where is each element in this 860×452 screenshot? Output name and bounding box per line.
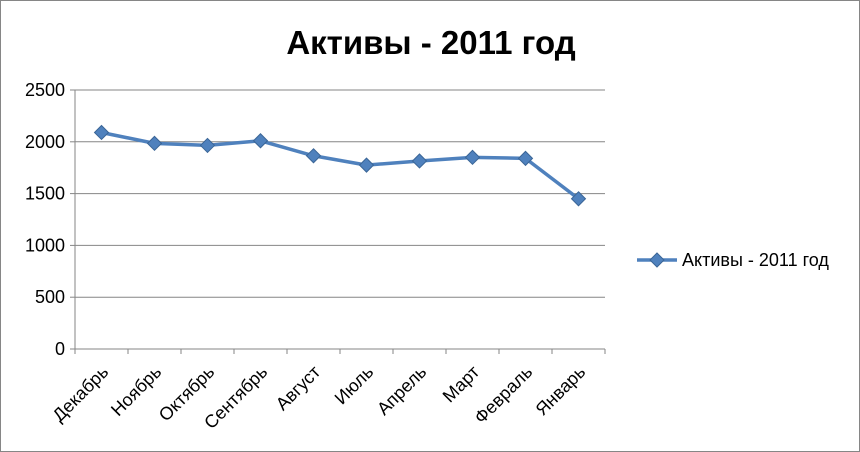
x-tick-label: Март xyxy=(439,362,484,407)
y-tick-label: 2000 xyxy=(25,132,65,152)
series-layer xyxy=(93,124,587,207)
legend-marker xyxy=(649,252,665,268)
chart-title: Активы - 2011 год xyxy=(286,24,575,61)
data-point-marker xyxy=(358,157,375,173)
y-tick-label: 1500 xyxy=(25,184,65,204)
series-line xyxy=(101,130,580,201)
data-point-marker xyxy=(517,150,534,167)
y-tick-label: 1000 xyxy=(25,235,65,255)
x-tick-label: Январь xyxy=(532,362,590,420)
axes xyxy=(70,89,606,354)
y-tick-label: 500 xyxy=(35,287,65,307)
x-tick-label: Апрель xyxy=(373,362,430,419)
y-axis-ticks: 0 500 1000 1500 2000 2500 xyxy=(25,80,65,359)
data-point-marker xyxy=(464,149,481,166)
x-tick-label: Июль xyxy=(331,362,378,409)
data-point-marker xyxy=(570,191,587,207)
x-tick-label: Февраль xyxy=(470,362,536,428)
data-point-marker xyxy=(305,148,322,164)
legend: Активы - 2011 год xyxy=(637,250,829,270)
data-point-marker xyxy=(146,135,163,152)
data-point-marker xyxy=(411,153,428,169)
grid-lines xyxy=(75,89,605,298)
legend-label: Активы - 2011 год xyxy=(682,250,829,270)
data-point-marker xyxy=(199,137,216,154)
y-tick-label: 2500 xyxy=(25,80,65,100)
y-tick-label: 0 xyxy=(55,339,65,359)
x-tick-label: Август xyxy=(272,362,324,414)
data-point-marker xyxy=(252,133,269,149)
x-tick-label: Декабрь xyxy=(49,362,113,426)
data-point-marker xyxy=(93,124,110,141)
